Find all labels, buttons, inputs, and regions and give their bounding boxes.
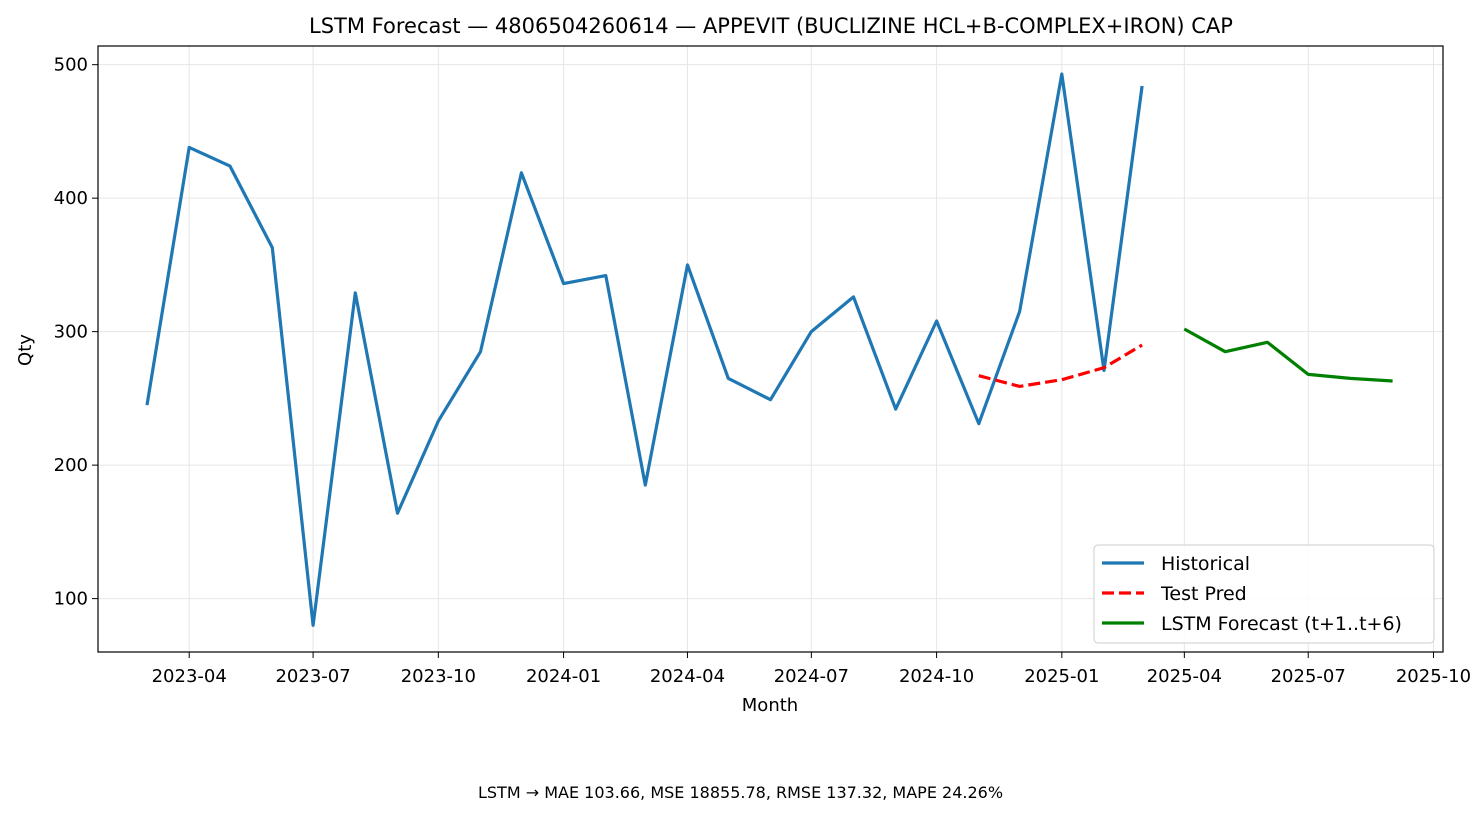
x-tick-label: 2025-07 bbox=[1271, 666, 1346, 687]
legend: Historical Test Pred LSTM Forecast (t+1..t… bbox=[1093, 544, 1435, 644]
x-tick-label: 2024-01 bbox=[526, 666, 601, 687]
y-axis-label: Qty bbox=[15, 334, 36, 366]
legend-label: Historical bbox=[1161, 553, 1250, 575]
chart-title: LSTM Forecast — 4806504260614 — APPEVIT … bbox=[309, 14, 1233, 38]
series-line-test-pred bbox=[978, 343, 1143, 389]
x-axis-label: Month bbox=[742, 695, 798, 716]
series-line-historical bbox=[145, 72, 1144, 627]
y-tick-label: 400 bbox=[54, 188, 88, 209]
x-tick-label: 2024-07 bbox=[774, 666, 849, 687]
y-tick-label: 300 bbox=[54, 322, 88, 343]
x-tick-label: 2024-10 bbox=[899, 666, 974, 687]
metrics-footer: LSTM → MAE 103.66, MSE 18855.78, RMSE 13… bbox=[477, 783, 1004, 802]
x-tick-label: 2023-10 bbox=[401, 666, 476, 687]
y-tick-label: 500 bbox=[54, 55, 88, 76]
x-tick-label: 2025-10 bbox=[1396, 666, 1471, 687]
x-tick-label: 2025-04 bbox=[1147, 666, 1222, 687]
grid-lines bbox=[98, 46, 1443, 652]
series-line-lstm-forecast-t-1-t-6 bbox=[1183, 327, 1393, 383]
y-tick-label: 200 bbox=[54, 455, 88, 476]
x-tick-label: 2023-07 bbox=[275, 666, 350, 687]
y-tick-label: 100 bbox=[54, 589, 88, 610]
plot-frame bbox=[97, 45, 1444, 653]
series-lines bbox=[145, 72, 1393, 627]
x-tick-label: 2023-04 bbox=[152, 666, 227, 687]
axis-ticks: 2023-04 2023-07 2023-10 2024-01 2024-04 2024-… bbox=[54, 55, 1471, 687]
x-tick-label: 2025-01 bbox=[1024, 666, 1099, 687]
legend-label: LSTM Forecast (t+1..t+6) bbox=[1161, 613, 1402, 635]
legend-box bbox=[1093, 544, 1435, 644]
legend-label: Test Pred bbox=[1160, 583, 1247, 605]
x-tick-label: 2024-04 bbox=[650, 666, 725, 687]
